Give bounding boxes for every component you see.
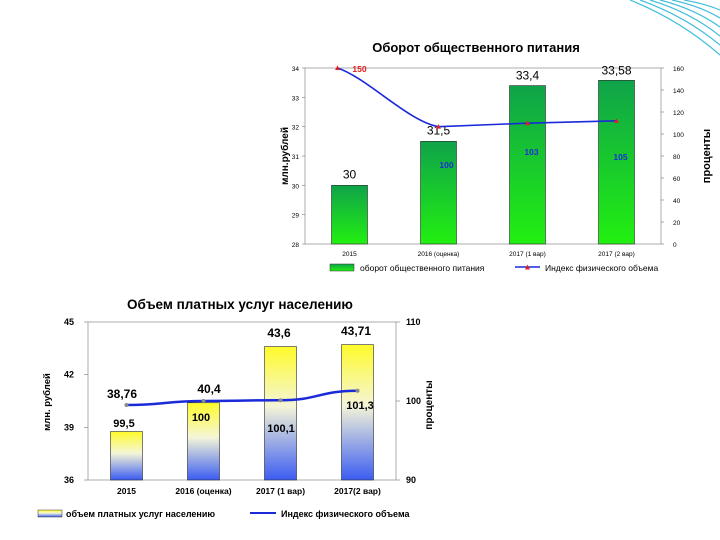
y2-tick-label: 40 xyxy=(673,198,681,205)
y-tick-label: 33 xyxy=(292,95,300,102)
bar xyxy=(264,346,297,481)
x-tick-label: 2016 (оценка) xyxy=(418,251,460,258)
bar xyxy=(598,80,635,245)
line-point xyxy=(124,402,129,407)
right-axis-ticks: 90 100 110 xyxy=(396,317,421,485)
y2-tick-label: 80 xyxy=(673,154,681,161)
line-point xyxy=(525,120,530,126)
bar xyxy=(341,344,374,481)
legend-swatch-bar xyxy=(329,263,355,272)
bar-series: 38,76 40,4 43,6 43,71 xyxy=(107,324,374,481)
x-axis-ticks: 2015 2016 (оценка) 2017 (1 вар) 2017(2 вар) xyxy=(117,486,381,496)
x-tick-label: 2016 (оценка) xyxy=(175,486,231,496)
y-tick-label: 34 xyxy=(292,66,300,73)
line-value-label: 99,5 xyxy=(113,418,134,430)
bar-value-label: 33,58 xyxy=(601,63,631,77)
line-point xyxy=(278,398,283,403)
y2-tick-label: 100 xyxy=(673,132,684,139)
y-tick-label: 28 xyxy=(292,242,300,249)
line-point xyxy=(355,388,360,393)
line-value-label: 100 xyxy=(192,412,210,424)
bar xyxy=(331,185,368,245)
legend-label-bar: оборот общественного питания xyxy=(360,263,485,273)
y-tick-label: 36 xyxy=(64,475,74,485)
y-tick-label: 32 xyxy=(292,125,300,132)
y-axis-label: млн.рублей xyxy=(279,127,291,185)
x-tick-label: 2017 (1 вар) xyxy=(509,251,546,258)
y-tick-label: 30 xyxy=(292,183,300,190)
bar-value-label: 38,76 xyxy=(107,387,137,401)
bar-value-label: 43,71 xyxy=(341,324,371,338)
line-value-label: 150 xyxy=(352,64,366,74)
y-tick-label: 42 xyxy=(64,370,74,380)
legend-label-bar: объем платных услуг населению xyxy=(66,509,215,519)
x-axis-ticks: 2015 2016 (оценка) 2017 (1 вар) 2017 (2 вар… xyxy=(342,251,635,258)
x-tick-label: 2017(2 вар) xyxy=(334,486,381,496)
y2-axis-label: проценты xyxy=(424,380,435,429)
left-axis-ticks: 36 39 42 45 xyxy=(64,317,88,485)
y2-tick-label: 60 xyxy=(673,176,681,183)
y-tick-label: 29 xyxy=(292,213,300,220)
y-axis-label: млн. рублей xyxy=(42,373,53,431)
y-tick-label: 31 xyxy=(292,154,300,161)
line-point xyxy=(201,399,206,403)
y2-tick-label: 90 xyxy=(406,475,416,485)
legend-marker xyxy=(525,264,530,270)
legend-label-line: Индекс физического объема xyxy=(545,263,658,273)
line-value-label: 100 xyxy=(439,160,453,170)
x-tick-label: 2017 (2 вар) xyxy=(598,251,635,258)
y2-tick-label: 140 xyxy=(673,88,684,95)
chart-food-service-turnover: Оборот общественного питания 28 29 30 31 32 3… xyxy=(279,40,713,273)
bar xyxy=(509,85,546,245)
y-tick-label: 39 xyxy=(64,422,74,432)
x-tick-label: 2015 xyxy=(117,486,136,496)
x-tick-label: 2017 (1 вар) xyxy=(256,486,305,496)
line-value-label: 100,1 xyxy=(267,423,295,435)
legend: оборот общественного питания Индекс физи… xyxy=(329,263,658,273)
series-line xyxy=(126,389,358,407)
line-point xyxy=(614,118,619,123)
line-value-label: 103 xyxy=(524,147,538,157)
bar xyxy=(110,431,143,481)
x-tick-label: 2015 xyxy=(342,251,357,258)
corner-stripes xyxy=(629,0,720,56)
y-tick-label: 45 xyxy=(64,317,74,327)
y2-tick-label: 160 xyxy=(673,66,684,73)
bar xyxy=(420,141,457,245)
bar xyxy=(187,402,220,481)
line-point xyxy=(436,124,441,129)
legend-swatch-bar xyxy=(37,509,63,518)
y2-tick-label: 0 xyxy=(673,242,677,249)
y2-tick-label: 120 xyxy=(673,110,684,117)
y2-tick-label: 20 xyxy=(673,220,681,227)
bar-value-label: 43,6 xyxy=(267,326,291,340)
chart-title: Объем платных услуг населению xyxy=(127,297,353,312)
legend-label-line: Индекс физического объема xyxy=(281,509,410,519)
y2-tick-label: 100 xyxy=(406,396,421,406)
line-point xyxy=(335,65,340,70)
right-axis-ticks: 0 20 40 60 80 100 120 140 160 xyxy=(661,66,684,249)
y2-tick-label: 110 xyxy=(406,317,421,327)
line-value-label: 105 xyxy=(613,152,627,162)
y2-axis-label: проценты xyxy=(701,129,713,183)
bar-value-label: 33,4 xyxy=(516,69,540,83)
line-series: 99,5 100 100,1 101,3 xyxy=(113,388,374,435)
legend: объем платных услуг населению Индекс физ… xyxy=(37,509,410,519)
line-value-label: 101,3 xyxy=(346,400,374,412)
chart-title: Оборот общественного питания xyxy=(372,40,580,55)
bar-value-label: 30 xyxy=(343,167,357,181)
bar-value-label: 40,4 xyxy=(197,382,221,396)
line-series: 150 100 103 105 xyxy=(335,64,628,170)
left-axis-ticks: 28 29 30 31 32 33 34 xyxy=(292,66,305,249)
